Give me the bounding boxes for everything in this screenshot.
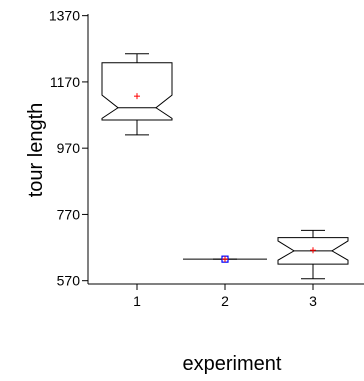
boxes xyxy=(101,53,349,280)
y-tick-label: 770 xyxy=(57,206,81,222)
y-tick-label: 970 xyxy=(57,140,81,156)
y-tick-label: 570 xyxy=(57,273,81,289)
x-tick-label: 2 xyxy=(221,293,229,309)
y-tick-label: 1370 xyxy=(49,8,80,24)
plot-area xyxy=(87,14,364,285)
x-tick-label: 3 xyxy=(309,293,317,309)
notched-box xyxy=(101,62,173,121)
box-3 xyxy=(277,229,349,280)
x-axis: 1 2 3 xyxy=(133,284,317,309)
x-axis-title: experiment xyxy=(183,353,282,375)
y-tick-label: 1170 xyxy=(50,74,80,90)
y-axis: 570 770 970 1170 1370 xyxy=(49,8,88,289)
y-axis-title: tour length xyxy=(25,103,47,198)
notched-box xyxy=(277,237,349,265)
x-tick-label: 1 xyxy=(133,293,141,309)
box-2 xyxy=(183,255,267,263)
box-1 xyxy=(101,53,173,136)
